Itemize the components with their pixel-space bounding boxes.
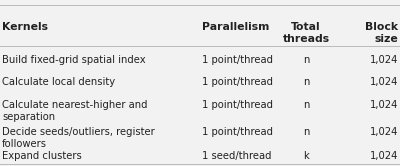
Text: Total
threads: Total threads: [282, 22, 330, 44]
Text: 1 point/thread: 1 point/thread: [202, 77, 273, 87]
Text: 1 point/thread: 1 point/thread: [202, 127, 273, 137]
Text: 1,024: 1,024: [370, 77, 398, 87]
Text: Block
size: Block size: [365, 22, 398, 44]
Text: n: n: [303, 77, 309, 87]
Text: 1,024: 1,024: [370, 100, 398, 110]
Text: 1,024: 1,024: [370, 151, 398, 161]
Text: Build fixed-grid spatial index: Build fixed-grid spatial index: [2, 55, 146, 65]
Text: Expand clusters: Expand clusters: [2, 151, 82, 161]
Text: n: n: [303, 100, 309, 110]
Text: 1,024: 1,024: [370, 55, 398, 65]
Text: k: k: [303, 151, 309, 161]
Text: 1 seed/thread: 1 seed/thread: [202, 151, 272, 161]
Text: Calculate local density: Calculate local density: [2, 77, 115, 87]
Text: 1,024: 1,024: [370, 127, 398, 137]
Text: 1 point/thread: 1 point/thread: [202, 100, 273, 110]
Text: Parallelism: Parallelism: [202, 22, 269, 32]
Text: Decide seeds/outliers, register
followers: Decide seeds/outliers, register follower…: [2, 127, 155, 149]
Text: n: n: [303, 127, 309, 137]
Text: 1 point/thread: 1 point/thread: [202, 55, 273, 65]
Text: Kernels: Kernels: [2, 22, 48, 32]
Text: Calculate nearest-higher and
separation: Calculate nearest-higher and separation: [2, 100, 148, 122]
Text: n: n: [303, 55, 309, 65]
